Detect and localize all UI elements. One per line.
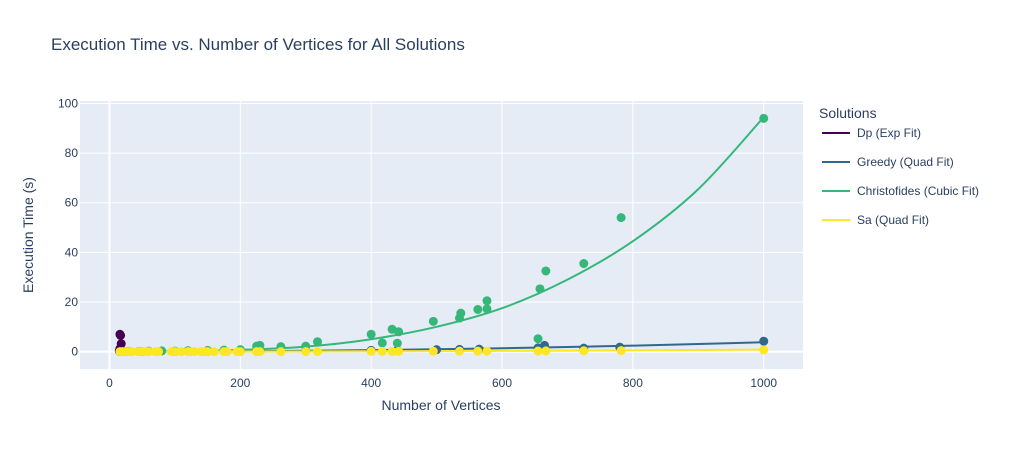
data-point (276, 347, 286, 357)
x-tick-label: 800 (623, 376, 643, 390)
data-point (235, 347, 245, 357)
x-tick-label: 0 (106, 376, 113, 390)
tick-label-layer: 0 200 400 600 800 1000 0 20 40 60 80 100 (58, 96, 777, 390)
data-point (255, 347, 265, 357)
data-point (473, 346, 483, 356)
data-point (541, 266, 551, 276)
data-point (366, 329, 376, 339)
x-tick-label: 200 (230, 376, 250, 390)
data-point (394, 346, 404, 356)
y-tick-label: 80 (65, 146, 79, 160)
legend-label: Dp (Exp Fit) (857, 126, 921, 140)
legend-label: Christofides (Cubic Fit) (857, 184, 979, 198)
legend-title: Solutions (819, 105, 877, 121)
data-point (313, 337, 323, 347)
data-point (533, 346, 543, 356)
y-axis-title: Execution Time (s) (20, 177, 36, 293)
data-point (616, 346, 626, 356)
x-tick-label: 400 (361, 376, 381, 390)
data-point (428, 346, 438, 356)
data-point (579, 346, 589, 356)
data-point (428, 316, 438, 326)
data-point (127, 347, 137, 357)
data-point (533, 334, 543, 344)
data-point (454, 346, 464, 356)
data-point (366, 346, 376, 356)
x-tick-label: 1000 (750, 376, 777, 390)
legend-item-christofides-cubic-fit[interactable]: Christofides (Cubic Fit) (822, 184, 979, 198)
data-point (482, 296, 492, 306)
data-point (541, 346, 551, 356)
legend-label: Greedy (Quad Fit) (857, 155, 954, 169)
y-tick-label: 40 (65, 245, 79, 259)
legend-item-dp-exp-fit[interactable]: Dp (Exp Fit) (822, 126, 921, 140)
data-point (170, 347, 180, 357)
data-point (209, 347, 219, 357)
data-point (203, 347, 213, 357)
data-point (392, 338, 402, 348)
y-tick-label: 0 (71, 345, 78, 359)
data-point (456, 308, 466, 318)
data-point (313, 347, 323, 357)
data-point (301, 347, 311, 357)
data-point (144, 347, 154, 357)
data-point (473, 304, 483, 314)
data-point (154, 347, 164, 357)
legend: Solutions Dp (Exp Fit) Greedy (Quad Fit) C… (819, 105, 979, 227)
data-point (377, 346, 387, 356)
series-sa-quad-fit (115, 345, 769, 357)
plot-background (80, 101, 803, 369)
data-point (759, 345, 769, 355)
data-point (482, 304, 492, 314)
data-point (377, 338, 387, 348)
y-tick-label: 100 (58, 96, 78, 110)
data-point (387, 346, 397, 356)
data-point (579, 259, 589, 269)
chart-title: Execution Time vs. Number of Vertices fo… (51, 35, 465, 54)
data-point (482, 346, 492, 356)
legend-item-greedy-quad-fit[interactable]: Greedy (Quad Fit) (822, 155, 954, 169)
point-layer (114, 113, 769, 357)
data-point (394, 327, 404, 337)
legend-item-sa-quad-fit[interactable]: Sa (Quad Fit) (822, 213, 929, 227)
legend-label: Sa (Quad Fit) (857, 213, 929, 227)
data-point (759, 336, 769, 346)
x-tick-label: 600 (492, 376, 512, 390)
legend-items: Dp (Exp Fit) Greedy (Quad Fit) Christofide… (822, 126, 979, 227)
data-point (222, 347, 232, 357)
data-point (535, 284, 545, 294)
x-axis-title: Number of Vertices (381, 397, 500, 413)
data-point (759, 113, 769, 123)
y-tick-label: 20 (65, 295, 79, 309)
data-point (176, 347, 186, 357)
data-point (616, 213, 626, 223)
data-point (116, 331, 126, 340)
data-point (190, 347, 200, 357)
y-tick-label: 60 (65, 196, 79, 210)
